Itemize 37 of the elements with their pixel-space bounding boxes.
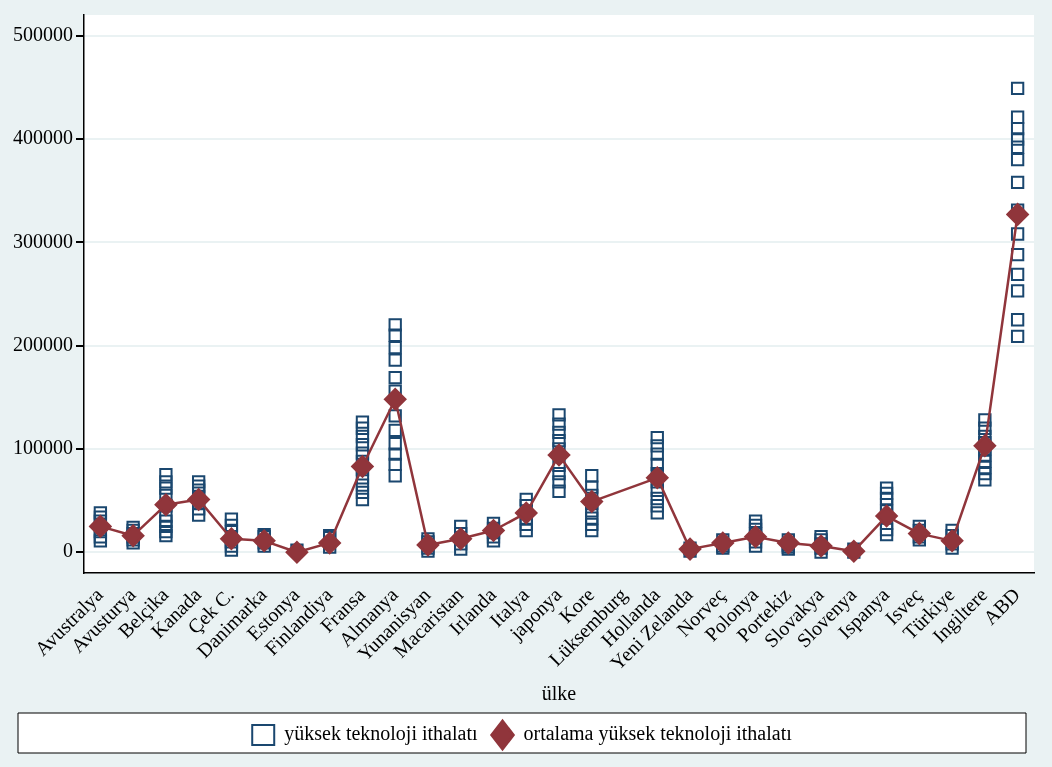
point	[580, 490, 604, 513]
point	[187, 488, 210, 511]
point	[908, 522, 931, 545]
point	[89, 515, 112, 538]
point	[973, 434, 997, 458]
point	[514, 501, 538, 525]
point	[1006, 203, 1029, 226]
point	[482, 519, 505, 542]
x-axis-title: ülke	[541, 682, 577, 705]
point	[351, 455, 374, 478]
point	[449, 527, 472, 551]
y-tick-label: 200000	[13, 332, 73, 355]
point	[547, 443, 571, 467]
point	[940, 529, 964, 553]
point	[416, 533, 440, 557]
point	[777, 531, 800, 555]
point	[875, 504, 898, 528]
legend-label: ortalama yüksek teknoloji ithalatı	[523, 722, 793, 746]
point	[252, 529, 276, 553]
y-tick-label: 500000	[13, 22, 73, 45]
y-tick-label: 400000	[13, 126, 73, 149]
point	[809, 534, 833, 558]
point	[678, 537, 702, 561]
point	[383, 388, 407, 411]
point	[646, 466, 669, 490]
legend-label: yüksek teknoloji ithalatı	[284, 722, 478, 746]
y-tick-label: 300000	[13, 229, 73, 252]
point	[154, 493, 178, 516]
y-tick-label: 0	[63, 539, 73, 562]
point	[285, 540, 309, 564]
point	[220, 527, 243, 551]
point	[318, 531, 341, 555]
point	[121, 524, 145, 547]
point	[711, 531, 735, 555]
y-tick-label: 100000	[13, 436, 73, 459]
point	[842, 539, 866, 563]
point	[744, 525, 767, 548]
